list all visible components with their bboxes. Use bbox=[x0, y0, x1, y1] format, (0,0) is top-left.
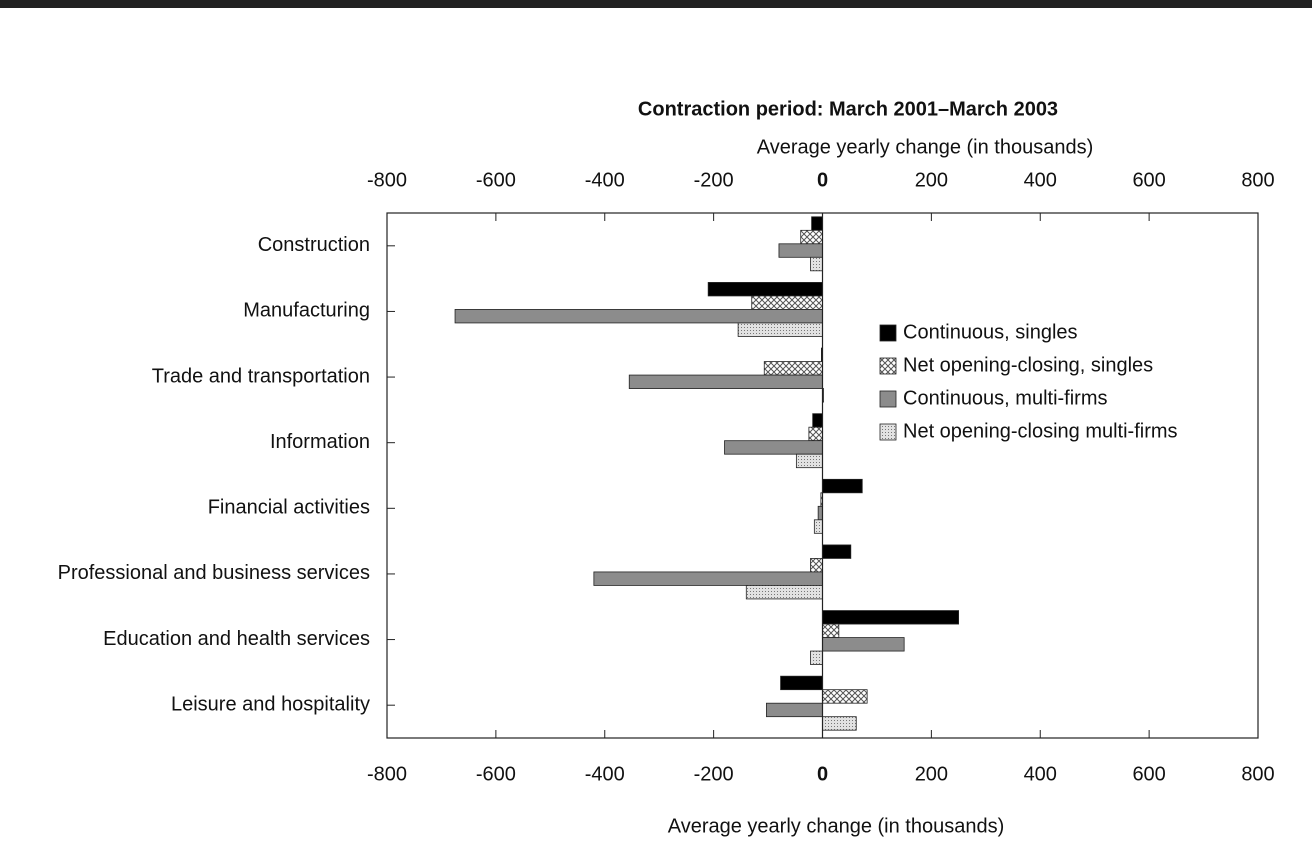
bar bbox=[724, 440, 823, 455]
bar bbox=[707, 282, 823, 297]
legend-swatch bbox=[879, 423, 897, 441]
y-tick-label: Leisure and hospitality bbox=[171, 693, 370, 715]
legend-swatch bbox=[879, 324, 897, 342]
y-tick-label: Education and health services bbox=[103, 628, 370, 650]
y-tick-label: Trade and transportation bbox=[152, 365, 370, 387]
x-tick-label: 800 bbox=[1241, 763, 1274, 785]
bar bbox=[813, 519, 823, 534]
x-tick-label: 200 bbox=[915, 763, 948, 785]
chart-title: Contraction period: March 2001–March 200… bbox=[638, 98, 1058, 120]
bar bbox=[751, 295, 823, 310]
x2-tick-label: -800 bbox=[367, 169, 407, 191]
x2-tick-label: 0 bbox=[817, 169, 828, 191]
x-tick-label: -800 bbox=[367, 763, 407, 785]
bar bbox=[810, 558, 823, 573]
x2-axis-label: Average yearly change (in thousands) bbox=[757, 136, 1094, 158]
bar bbox=[810, 256, 823, 272]
x2-tick-label: -400 bbox=[585, 169, 625, 191]
bar bbox=[822, 637, 905, 652]
bar bbox=[811, 216, 823, 231]
legend-swatch bbox=[879, 390, 897, 408]
bar bbox=[822, 610, 959, 625]
legend-label: Net opening-closing, singles bbox=[903, 354, 1153, 376]
bar bbox=[628, 374, 823, 389]
x-tick-label: -600 bbox=[476, 763, 516, 785]
legend-label: Continuous, singles bbox=[903, 321, 1078, 343]
bar bbox=[763, 361, 823, 376]
y-tick-label: Manufacturing bbox=[243, 300, 370, 322]
y-tick-label: Construction bbox=[258, 234, 370, 256]
x-tick-label: -200 bbox=[694, 763, 734, 785]
x-tick-label: 400 bbox=[1024, 763, 1057, 785]
bar bbox=[593, 571, 823, 586]
bar bbox=[810, 650, 823, 665]
bar bbox=[812, 413, 823, 428]
bar bbox=[808, 426, 823, 442]
bar bbox=[822, 544, 852, 559]
bar bbox=[780, 675, 823, 691]
y-tick-label: Professional and business services bbox=[58, 562, 370, 584]
x2-tick-label: -200 bbox=[694, 169, 734, 191]
top-bar bbox=[0, 0, 1312, 8]
x-tick-label: 600 bbox=[1132, 763, 1165, 785]
x2-tick-label: 200 bbox=[915, 169, 948, 191]
x2-tick-label: 600 bbox=[1132, 169, 1165, 191]
bar bbox=[778, 243, 823, 258]
bar bbox=[800, 229, 823, 245]
y-tick-label: Information bbox=[270, 431, 370, 453]
legend-label: Continuous, multi-firms bbox=[903, 387, 1108, 409]
bar bbox=[822, 478, 863, 494]
x2-tick-label: -600 bbox=[476, 169, 516, 191]
x-axis-label: Average yearly change (in thousands) bbox=[668, 815, 1005, 837]
x2-tick-label: 800 bbox=[1241, 169, 1274, 191]
legend-label: Net opening-closing multi-firms bbox=[903, 420, 1178, 442]
bar bbox=[795, 453, 823, 469]
bar bbox=[822, 689, 868, 704]
bar bbox=[737, 322, 823, 337]
bar bbox=[822, 716, 857, 731]
bar bbox=[454, 309, 823, 324]
legend-swatch bbox=[879, 357, 897, 375]
bar bbox=[817, 505, 823, 521]
bar bbox=[745, 585, 823, 600]
bar bbox=[822, 623, 840, 638]
x-tick-label: 0 bbox=[817, 763, 828, 785]
y-tick-label: Financial activities bbox=[208, 497, 370, 519]
x2-tick-label: 400 bbox=[1024, 169, 1057, 191]
bar bbox=[766, 702, 823, 718]
x-tick-label: -400 bbox=[585, 763, 625, 785]
